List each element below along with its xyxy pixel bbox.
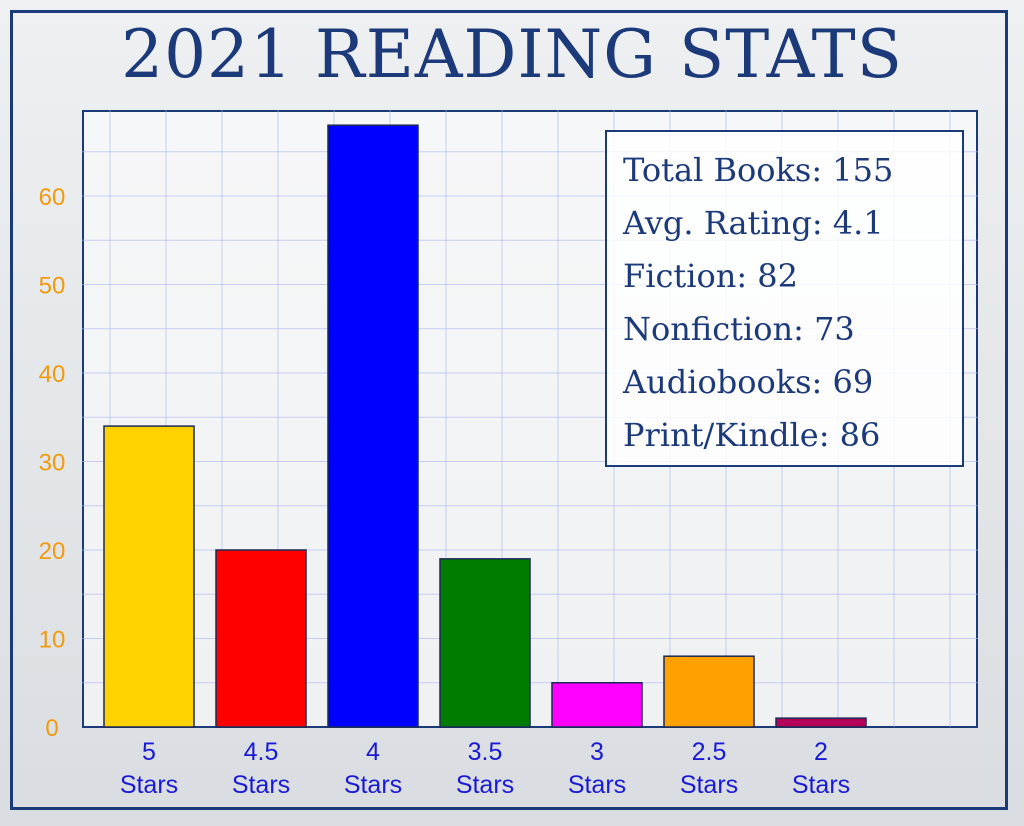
x-tick-label: Stars	[344, 771, 402, 799]
bar	[551, 682, 643, 728]
x-tick-label: 3	[590, 738, 604, 766]
y-tick-label: 20	[39, 538, 66, 565]
stat-audiobooks: Audiobooks: 69	[623, 363, 874, 401]
y-tick-label: 40	[39, 361, 66, 388]
y-tick-label: 60	[39, 184, 66, 211]
bar	[439, 558, 531, 728]
y-tick-label: 50	[39, 273, 66, 300]
x-tick-label: 4	[366, 738, 380, 766]
x-tick-label: 2.5	[692, 738, 727, 766]
stat-avg-rating: Avg. Rating: 4.1	[623, 204, 884, 242]
x-tick-label: Stars	[120, 771, 178, 799]
x-tick-label: 5	[142, 738, 156, 766]
x-tick-label: Stars	[456, 771, 514, 799]
stat-print-kindle: Print/Kindle: 86	[623, 416, 881, 454]
y-tick-label: 30	[39, 450, 66, 477]
bar	[215, 549, 307, 728]
bar	[663, 655, 755, 728]
x-tick-label: 2	[814, 738, 828, 766]
x-tick-label: Stars	[568, 771, 626, 799]
page-title: 2021 READING STATS	[121, 16, 903, 93]
x-tick-label: Stars	[792, 771, 850, 799]
bar	[103, 425, 195, 728]
y-tick-label: 0	[45, 715, 58, 742]
x-tick-label: Stars	[232, 771, 290, 799]
stats-box: Total Books: 155 Avg. Rating: 4.1 Fictio…	[605, 130, 964, 467]
x-tick-label: Stars	[680, 771, 738, 799]
x-tick-label: 3.5	[468, 738, 503, 766]
stat-fiction: Fiction: 82	[623, 257, 798, 295]
stat-total-books: Total Books: 155	[623, 151, 894, 189]
poster-frame	[10, 10, 1008, 810]
y-tick-label: 10	[39, 627, 66, 654]
bar	[327, 124, 419, 728]
bar	[775, 717, 867, 728]
stat-nonfiction: Nonfiction: 73	[623, 310, 855, 348]
x-tick-label: 4.5	[244, 738, 279, 766]
